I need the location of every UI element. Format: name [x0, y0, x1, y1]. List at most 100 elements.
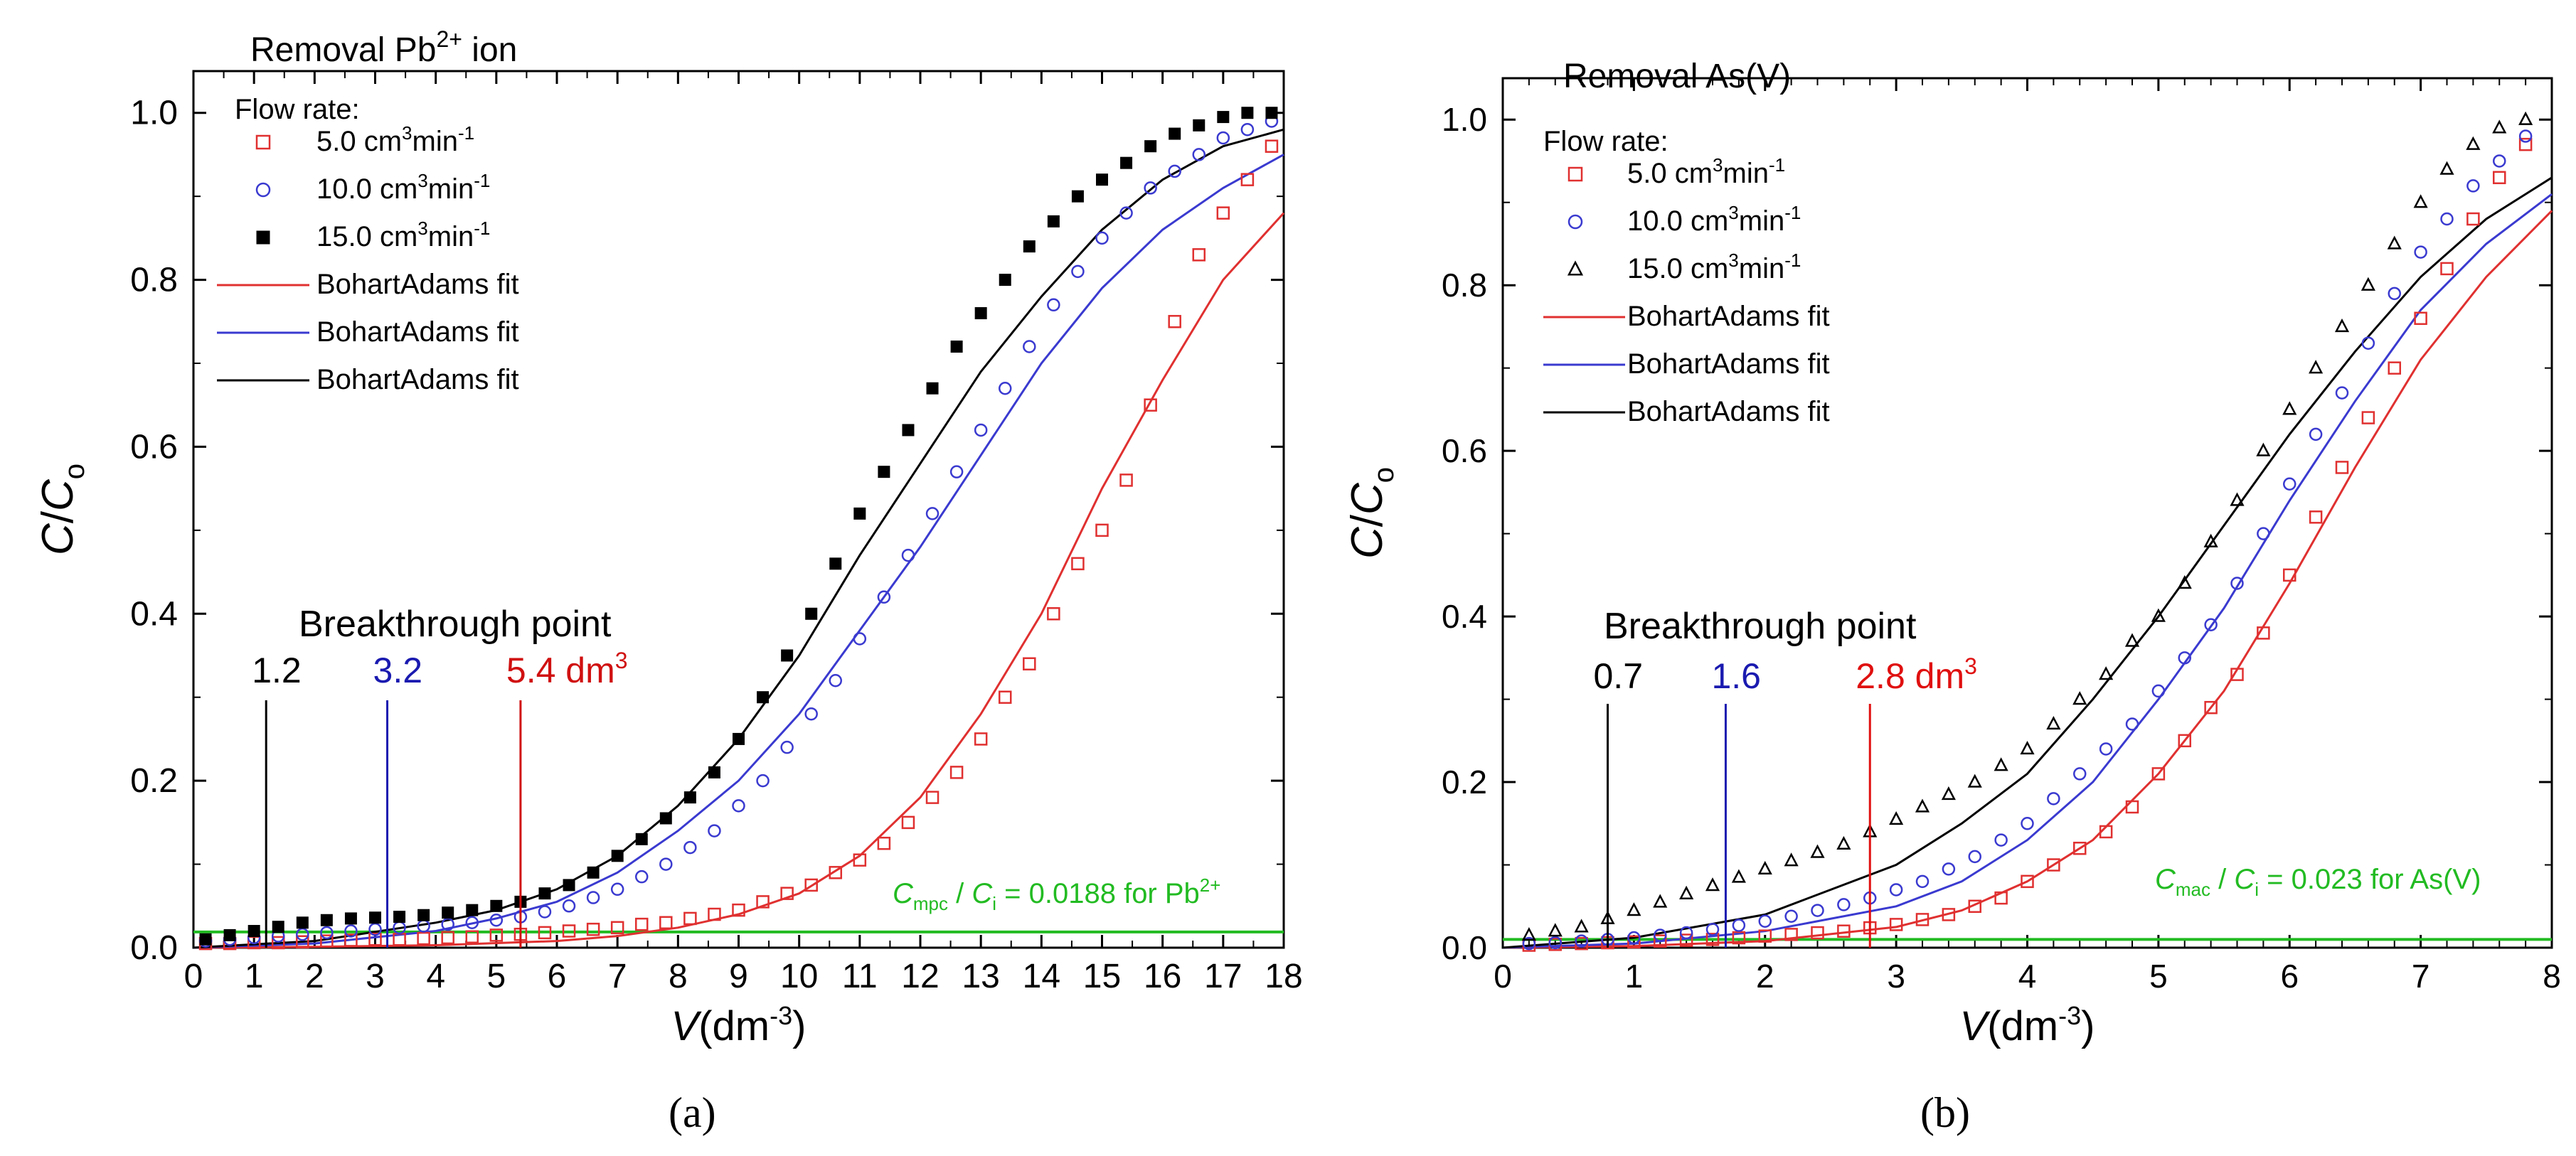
- data-point: [829, 673, 843, 687]
- series-3: [199, 107, 1278, 946]
- legend-marker-1: [1568, 166, 1583, 182]
- breakthrough-label-1: 0.7: [1594, 656, 1644, 696]
- data-point: [708, 907, 721, 921]
- data-point: [2387, 235, 2402, 250]
- legend-fit-label-2: BohartAdams fit: [316, 316, 519, 348]
- x-axis-label-unit: (dm: [1987, 1003, 2058, 1049]
- data-point: [1705, 877, 1720, 892]
- data-point: [999, 274, 1011, 287]
- data-point: [853, 507, 866, 520]
- data-point: [1071, 264, 1085, 279]
- data-point: [1679, 926, 1693, 940]
- data-point: [1574, 919, 1589, 933]
- data-point: [708, 824, 721, 837]
- data-point: [1810, 844, 1825, 858]
- data-point: [659, 916, 673, 930]
- data-point: [877, 590, 891, 604]
- data-point: [1265, 139, 1279, 153]
- data-point: [998, 381, 1012, 395]
- x-axis-label-close: ): [2081, 1003, 2095, 1049]
- data-point: [1942, 862, 1956, 876]
- x-tick-label: 7: [2412, 958, 2430, 995]
- y-tick-label: 0.0: [1442, 929, 1487, 966]
- breakthrough-label-2: 1.6: [1711, 656, 1761, 696]
- data-point: [2388, 361, 2401, 375]
- breakthrough-label-1: 1.2: [252, 651, 302, 690]
- data-point: [1758, 929, 1772, 943]
- legend-sup: 3: [1728, 202, 1738, 223]
- data-point: [1548, 923, 1563, 937]
- data-point: [2518, 129, 2533, 143]
- data-point: [683, 840, 697, 855]
- limit-c-sub: mpc: [913, 893, 948, 914]
- legend-fit-label-1: BohartAdams fit: [1627, 301, 1830, 332]
- data-point: [1811, 904, 1824, 917]
- legend-unit-sup: -1: [1784, 250, 1801, 271]
- data-point: [2021, 874, 2034, 889]
- data-point: [925, 791, 940, 804]
- legend-fit-label-3: BohartAdams fit: [1627, 396, 1830, 427]
- y-tick-label: 0.2: [130, 762, 178, 800]
- data-point: [2518, 111, 2533, 125]
- breakthrough-label-2: 3.2: [373, 651, 423, 690]
- y-axis-label: C/Co: [1343, 467, 1400, 559]
- chart-title: Removal Pb2+ ion: [250, 26, 517, 69]
- x-tick-label: 11: [842, 958, 878, 995]
- legend-unit-sup: -1: [1784, 202, 1801, 223]
- x-axis-label-close: ): [792, 1003, 806, 1049]
- data-point: [998, 690, 1012, 704]
- x-tick-label: 14: [1023, 958, 1060, 995]
- legend-unit-sup: -1: [474, 170, 490, 191]
- legend-label: 15.0 cm: [1627, 253, 1728, 284]
- data-point: [1654, 928, 1667, 942]
- data-point: [2257, 527, 2270, 540]
- data-point: [877, 836, 891, 850]
- data-point: [2203, 533, 2218, 547]
- data-point: [1240, 173, 1255, 186]
- x-tick-label: 10: [780, 958, 818, 995]
- chart-panel-b: 0 1 2 3 4 5 6 7 80.00.20.40.60.81.0V(dm-3)C/CoRe…: [1343, 58, 2561, 1136]
- data-point: [272, 921, 284, 933]
- legend-unit-sup: -1: [458, 122, 474, 144]
- data-point: [2151, 767, 2166, 781]
- legend-header: Flow rate:: [235, 94, 360, 125]
- data-point: [732, 903, 745, 917]
- x-tick-label: 6: [2280, 958, 2299, 995]
- breakthrough-value: 0.7: [1594, 656, 1644, 696]
- series-3: [1521, 111, 2533, 941]
- breakthrough-title: Breakthrough point: [1604, 606, 1917, 647]
- y-tick-label: 0.4: [1442, 598, 1487, 635]
- x-tick-label: 15: [1083, 958, 1121, 995]
- data-point: [2440, 212, 2454, 226]
- data-point: [1836, 835, 1851, 850]
- y-axis-label-slash: /: [1343, 514, 1392, 527]
- data-point: [634, 917, 649, 931]
- fit-curve-2: [1502, 193, 2553, 949]
- y-axis-label-slash: /: [33, 510, 83, 523]
- data-point: [2335, 386, 2349, 400]
- legend-sup: 3: [417, 218, 427, 239]
- legend: Flow rate:5.0 cm3min-110.0 cm3min-115.0 …: [217, 94, 519, 395]
- data-point: [490, 899, 503, 912]
- data-point: [708, 766, 720, 778]
- chart-title: Removal As(V): [1563, 58, 1791, 95]
- data-point: [1071, 557, 1085, 571]
- data-point: [1071, 190, 1084, 203]
- x-tick-label: 1: [245, 958, 264, 995]
- data-point: [1784, 928, 1798, 941]
- x-tick-label: 13: [962, 958, 999, 995]
- chart-title-sup: 2+: [436, 26, 462, 52]
- x-tick-label: 5: [486, 958, 506, 995]
- data-point: [199, 933, 212, 946]
- chart-title-suffix: ion: [462, 31, 517, 69]
- legend-unit: min: [1739, 253, 1784, 284]
- data-point: [1120, 156, 1133, 169]
- legend-unit: min: [1739, 205, 1784, 237]
- data-point: [1193, 119, 1205, 132]
- data-point: [1217, 111, 1230, 124]
- limit-c: C: [2155, 864, 2176, 895]
- data-point: [1679, 885, 1694, 899]
- data-point: [659, 812, 672, 825]
- fit-curve-2: [193, 154, 1284, 949]
- data-point: [1119, 206, 1133, 220]
